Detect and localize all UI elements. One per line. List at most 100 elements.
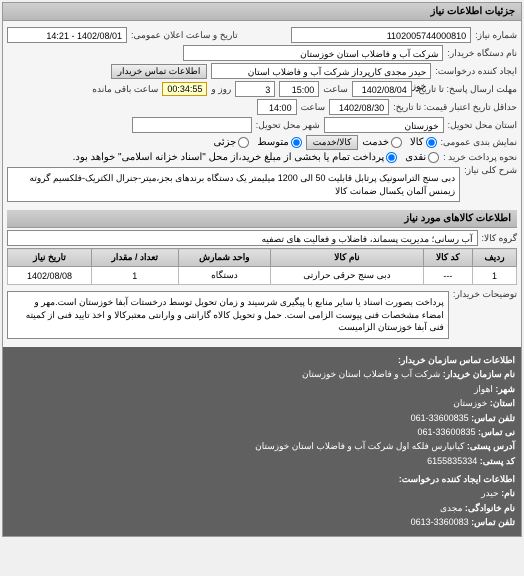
time-label-1: ساعت [323, 84, 348, 95]
phone-value: 33600835-061 [411, 413, 469, 423]
requester-value: حیدر مجدی کارپرداز شرکت آب و فاضلاب استا… [211, 63, 431, 79]
timer-label: ساعت باقی مانده [92, 84, 158, 95]
buyer-name-label: نام دستگاه خریدار: [447, 48, 517, 59]
radio-small-input[interactable] [238, 137, 249, 148]
postal-label: کد پستی: [480, 456, 515, 466]
radio-kala-input[interactable] [426, 137, 437, 148]
contact-province-row: استان: خوزستان [9, 396, 515, 410]
radio-small[interactable]: جزئی [214, 137, 250, 148]
table-header-row: ردیف کد کالا نام کالا واحد شمارش تعداد /… [8, 249, 517, 267]
validity-date: 1402/08/30 [329, 99, 389, 115]
phone-label: تلفن تماس: [471, 413, 515, 423]
contact-fax-row: نی تماس: 33600835-061 [9, 425, 515, 439]
goods-section-header: اطلاعات کالاهای مورد نیاز [7, 210, 517, 228]
contact-buyer-button[interactable]: اطلاعات تماس خریدار [111, 64, 208, 79]
payment-label: نحوه پرداخت خرید : [443, 152, 517, 163]
request-number-value: 1102005744000810 [291, 27, 471, 43]
mobile-label: تلفن تماس: [471, 517, 515, 527]
fax-value: 33600835-061 [417, 427, 475, 437]
announce-datetime-value: 1402/08/01 - 14:21 [7, 27, 127, 43]
radio-service-input[interactable] [391, 137, 402, 148]
radio-service[interactable]: خدمت [362, 137, 402, 148]
td-date: 1402/08/08 [8, 267, 92, 285]
goods-table: ردیف کد کالا نام کالا واحد شمارش تعداد /… [7, 248, 517, 285]
th-code: کد کالا [423, 249, 473, 267]
radio-kala[interactable]: کالا [410, 137, 437, 148]
buyer-notes-value: پرداخت بصورت اسناد یا سایر منابع با پیگی… [7, 291, 449, 339]
th-qty: تعداد / مقدار [92, 249, 178, 267]
radio-group-payment: نقدی پرداخت تمام یا بخشی از مبلغ خرید،از… [73, 152, 440, 163]
td-code: --- [423, 267, 473, 285]
general-desc-value: دبی سنج التراسونیک پرتابل قابلیت 50 الی … [7, 167, 460, 202]
city-label: شهر محل تحویل: [256, 120, 320, 131]
province-label: استان محل تحویل: [448, 120, 517, 131]
province-contact-label: استان: [490, 398, 515, 408]
contact-phone-row: تلفن تماس: 33600835-061 [9, 411, 515, 425]
radio-cash[interactable]: نقدی [405, 152, 439, 163]
row-validity: حداقل تاریخ اعتبار قیمت: تا تاریخ: 1402/… [7, 99, 517, 115]
main-panel: جزئیات اطلاعات نیاز شماره نیاز: 11020057… [2, 2, 522, 537]
td-name: دبی سنج حرقی حرارتی [271, 267, 423, 285]
group-options-label: نمایش بندی عمومی: [441, 137, 517, 148]
creator-mobile-row: تلفن تماس: 3360083-0613 [9, 515, 515, 529]
validity-time: 14:00 [257, 99, 297, 115]
postal-value: 6155835334 [427, 456, 477, 466]
creator-lname-row: نام خانوادگی: مجدی [9, 501, 515, 515]
contact-postal-row: کد پستی: 6155835334 [9, 454, 515, 468]
days-remaining: 3 [235, 81, 275, 97]
countdown-timer: 00:34:55 [162, 82, 207, 96]
contact-header: اطلاعات تماس سازمان خریدار: [9, 353, 515, 367]
contact-city-row: شهر: اهواز [9, 382, 515, 396]
row-payment: نحوه پرداخت خرید : نقدی پرداخت تمام یا ب… [7, 152, 517, 163]
panel-title: جزئیات اطلاعات نیاز [3, 3, 521, 21]
request-number-label: شماره نیاز: [475, 30, 517, 41]
radio-installment-input[interactable] [386, 152, 397, 163]
province-value: خوزستان [324, 117, 444, 133]
similar-goods-button[interactable]: کالا/خدمت [306, 135, 359, 150]
mobile-value: 3360083-0613 [411, 517, 469, 527]
deadline-label: مهلت ارسال پاسخ: تا تاریخ: [416, 84, 517, 95]
goods-group-label: گروه کالا: [482, 233, 517, 244]
th-name: نام کالا [271, 249, 423, 267]
fname-label: نام: [501, 488, 515, 498]
th-date: تاریخ نیاز [8, 249, 92, 267]
creator-header: اطلاعات ایجاد کننده درخواست: [9, 472, 515, 486]
goods-group-value: آب رسانی؛ مدیریت پسماند، فاضلاب و فعالیت… [7, 230, 478, 246]
row-requester: ایجاد کننده درخواست: حیدر مجدی کارپرداز … [7, 63, 517, 79]
province-contact-value: خوزستان [453, 398, 487, 408]
panel-body: شماره نیاز: 1102005744000810 تاریخ و ساع… [3, 21, 521, 347]
announce-datetime-label: تاریخ و ساعت اعلان عمومی: [131, 30, 238, 41]
buyer-name-value: شرکت آب و فاضلاب استان خوزستان [183, 45, 443, 61]
radio-installment[interactable]: پرداخت تمام یا بخشی از مبلغ خرید،از محل … [73, 152, 398, 163]
row-request-number: شماره نیاز: 1102005744000810 تاریخ و ساع… [7, 27, 517, 43]
contact-section: اطلاعات تماس سازمان خریدار: نام سازمان خ… [3, 347, 521, 536]
days-label: روز و [211, 84, 231, 95]
contact-org-row: نام سازمان خریدار: شرکت آب و فاضلاب استا… [9, 367, 515, 381]
buyer-notes-label: توضیحات خریدار: [453, 289, 517, 300]
city-value [132, 117, 252, 133]
contact-addr-row: آدرس پستی: کیانپارس فلکه اول شرکت آب و ف… [9, 439, 515, 453]
td-row: 1 [473, 267, 517, 285]
row-group-options: نمایش بندی عمومی: کالا خدمت کالا/خدمت مت… [7, 135, 517, 150]
validity-label: حداقل تاریخ اعتبار قیمت: تا تاریخ: [393, 102, 517, 113]
requester-label: ایجاد کننده درخواست: [435, 66, 517, 77]
radio-mid[interactable]: متوسط [257, 137, 301, 148]
radio-mid-input[interactable] [291, 137, 302, 148]
row-general-desc: شرح کلی نیاز: دبی سنج التراسونیک پرتابل … [7, 165, 517, 204]
org-value: شرکت آب و فاضلاب استان خوزستان [302, 369, 440, 379]
table-row: 1 --- دبی سنج حرقی حرارتی دستگاه 1 1402/… [8, 267, 517, 285]
lname-value: مجدی [440, 503, 462, 513]
addr-value: کیانپارس فلکه اول شرکت آب و فاضلاب استان… [255, 441, 464, 451]
row-deadline: مهلت ارسال پاسخ: تا تاریخ: 1402/08/04 سا… [7, 81, 517, 97]
lname-label: نام خانوادگی: [465, 503, 515, 513]
org-label: نام سازمان خریدار: [443, 369, 515, 379]
row-buyer-notes: توضیحات خریدار: پرداخت بصورت اسناد یا سا… [7, 289, 517, 341]
radio-cash-input[interactable] [428, 152, 439, 163]
city-contact-value: اهواز [474, 384, 493, 394]
th-unit: واحد شمارش [178, 249, 271, 267]
deadline-time: 15:00 [279, 81, 319, 97]
td-qty: 1 [92, 267, 178, 285]
deadline-date: 1402/08/04 [352, 81, 412, 97]
creator-fname-row: نام: حیدر [9, 486, 515, 500]
fax-label: نی تماس: [478, 427, 515, 437]
